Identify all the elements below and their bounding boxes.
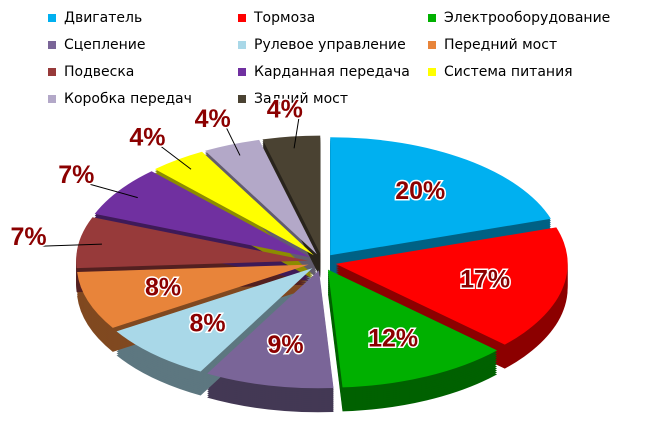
slice bbox=[76, 217, 309, 269]
leader-line bbox=[161, 146, 192, 170]
legend-swatch bbox=[428, 41, 436, 49]
data-label: 7% bbox=[11, 223, 47, 251]
legend-label: Коробка передач bbox=[64, 91, 192, 107]
slice bbox=[154, 151, 314, 256]
slice bbox=[207, 270, 334, 389]
legend-swatch bbox=[48, 14, 56, 22]
legend-swatch bbox=[48, 68, 56, 76]
leader-line bbox=[226, 128, 241, 156]
legend-label: Сцепление bbox=[64, 37, 146, 53]
legend-label: Двигатель bbox=[64, 10, 142, 26]
data-label: 4% bbox=[195, 105, 231, 133]
data-label: 20% bbox=[395, 177, 445, 205]
leader-line bbox=[293, 118, 300, 149]
legend-swatch bbox=[48, 95, 56, 103]
legend-label: Передний мост bbox=[444, 37, 557, 53]
data-label: 4% bbox=[267, 95, 303, 123]
slice bbox=[330, 137, 551, 256]
slice bbox=[94, 171, 311, 258]
slice bbox=[262, 135, 321, 254]
legend-label: Тормоза bbox=[253, 10, 315, 26]
data-label: 9% bbox=[267, 331, 303, 359]
data-label: 8% bbox=[190, 310, 226, 338]
legend-label: Подвеска bbox=[64, 64, 134, 80]
slice bbox=[327, 269, 498, 388]
legend-label: Рулевое управление bbox=[254, 37, 406, 53]
legend-swatch bbox=[428, 68, 436, 76]
legend-swatch bbox=[428, 14, 436, 22]
data-label: 4% bbox=[129, 123, 165, 151]
slice bbox=[116, 268, 313, 372]
legend-label: Задний мост bbox=[254, 91, 348, 107]
leader-line bbox=[90, 183, 138, 199]
legend-label: Электрооборудование bbox=[444, 10, 610, 26]
slice bbox=[205, 139, 317, 255]
data-label: 8% bbox=[145, 273, 181, 301]
data-label: 17% bbox=[460, 265, 510, 293]
legend-swatch bbox=[238, 95, 246, 103]
leader-line bbox=[42, 243, 102, 247]
data-label: 12% bbox=[368, 325, 418, 353]
legend-swatch bbox=[238, 41, 246, 49]
legend-swatch bbox=[238, 14, 246, 22]
slice bbox=[335, 227, 568, 345]
legend-swatch bbox=[48, 41, 56, 49]
data-label: 7% bbox=[58, 161, 94, 189]
legend-label: Система питания bbox=[444, 64, 573, 80]
legend-swatch bbox=[238, 68, 246, 76]
legend-label: Карданная передача bbox=[254, 64, 410, 80]
slice bbox=[77, 264, 309, 328]
